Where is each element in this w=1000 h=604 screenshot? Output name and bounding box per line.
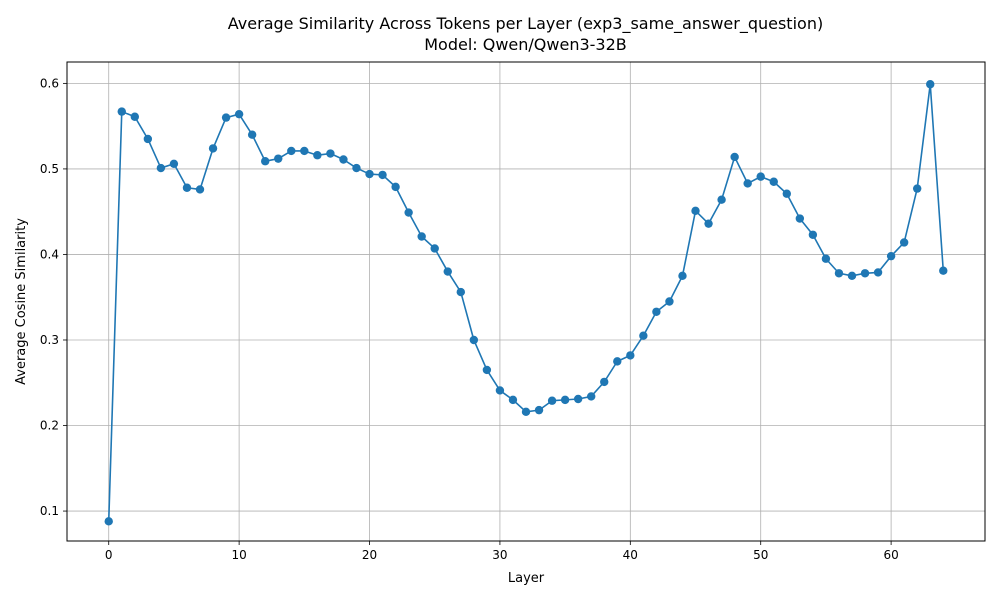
data-point: [339, 155, 348, 164]
chart-subtitle: Model: Qwen/Qwen3-32B: [424, 35, 627, 54]
data-point: [782, 189, 791, 198]
data-point: [573, 394, 583, 404]
x-tick-label: 30: [492, 548, 507, 562]
x-tick-label: 20: [362, 548, 377, 562]
data-point: [378, 170, 387, 180]
data-point: [143, 134, 153, 144]
data-point: [743, 179, 752, 188]
data-point: [221, 113, 231, 122]
data-point: [534, 405, 544, 415]
data-point: [117, 107, 126, 116]
data-point: [860, 269, 870, 278]
data-point: [482, 365, 492, 375]
data-point: [756, 172, 765, 181]
data-point: [639, 331, 648, 340]
data-point: [834, 269, 844, 278]
data-point: [821, 254, 831, 263]
data-point: [169, 159, 179, 168]
y-axis-label: Average Cosine Similarity: [14, 218, 29, 385]
data-point: [300, 146, 309, 156]
y-tick-label: 0.5: [40, 162, 59, 176]
data-point: [521, 407, 531, 417]
y-tick-label: 0.1: [40, 504, 59, 518]
data-point: [847, 271, 857, 281]
data-point: [600, 377, 609, 387]
data-series: [104, 80, 948, 526]
data-point: [456, 287, 466, 297]
data-point: [195, 185, 205, 194]
data-point: [613, 357, 622, 366]
data-point: [926, 80, 935, 89]
data-point: [626, 351, 635, 360]
data-point: [208, 144, 218, 153]
data-point: [156, 163, 166, 173]
grid: [67, 62, 985, 541]
data-point: [430, 244, 439, 253]
data-point: [391, 182, 400, 192]
data-point: [365, 169, 374, 179]
data-point: [704, 219, 713, 228]
data-point: [678, 271, 687, 281]
data-point: [247, 130, 257, 139]
data-point: [912, 184, 922, 193]
data-point: [495, 386, 505, 395]
chart-title: Average Similarity Across Tokens per Lay…: [228, 14, 823, 34]
data-point: [939, 266, 948, 275]
y-tick-label: 0.2: [40, 419, 59, 433]
data-point: [808, 230, 818, 239]
data-point: [313, 151, 322, 160]
data-point: [104, 517, 113, 526]
y-tick-label: 0.6: [40, 76, 59, 90]
data-point: [261, 157, 270, 166]
data-point: [326, 149, 335, 158]
data-point: [886, 251, 896, 261]
data-point: [274, 154, 283, 163]
data-point: [182, 183, 192, 192]
x-tick-label: 50: [753, 548, 768, 562]
data-point: [899, 238, 909, 247]
data-point: [665, 297, 674, 306]
data-point: [130, 112, 140, 121]
data-point: [469, 335, 479, 345]
x-axis-label: Layer: [508, 571, 545, 586]
data-point: [287, 146, 296, 156]
data-point: [508, 395, 518, 405]
y-tick-label: 0.3: [40, 333, 59, 347]
series-line: [107, 83, 945, 522]
data-point: [691, 206, 700, 216]
data-point: [730, 152, 739, 162]
x-tick-label: 0: [105, 548, 113, 562]
data-point: [352, 163, 361, 173]
x-tick-label: 10: [231, 548, 246, 562]
plot-area-frame: [66, 61, 986, 542]
data-point: [795, 214, 805, 223]
axis-ticks: 0 10 20 30 40 50 60 0.1 0.2 0.3 0.4 0.5 0.6: [40, 76, 899, 562]
data-point: [404, 208, 413, 217]
data-point: [234, 109, 244, 119]
data-point: [652, 307, 661, 316]
y-tick-label: 0.4: [40, 247, 59, 261]
data-point: [547, 396, 557, 405]
x-tick-label: 40: [623, 548, 638, 562]
data-point: [417, 232, 426, 241]
data-point: [769, 177, 778, 186]
data-point: [560, 395, 570, 405]
data-point: [717, 195, 726, 204]
data-point: [873, 268, 883, 277]
data-point: [443, 267, 452, 276]
x-tick-label: 60: [883, 548, 898, 562]
data-point: [586, 392, 596, 401]
